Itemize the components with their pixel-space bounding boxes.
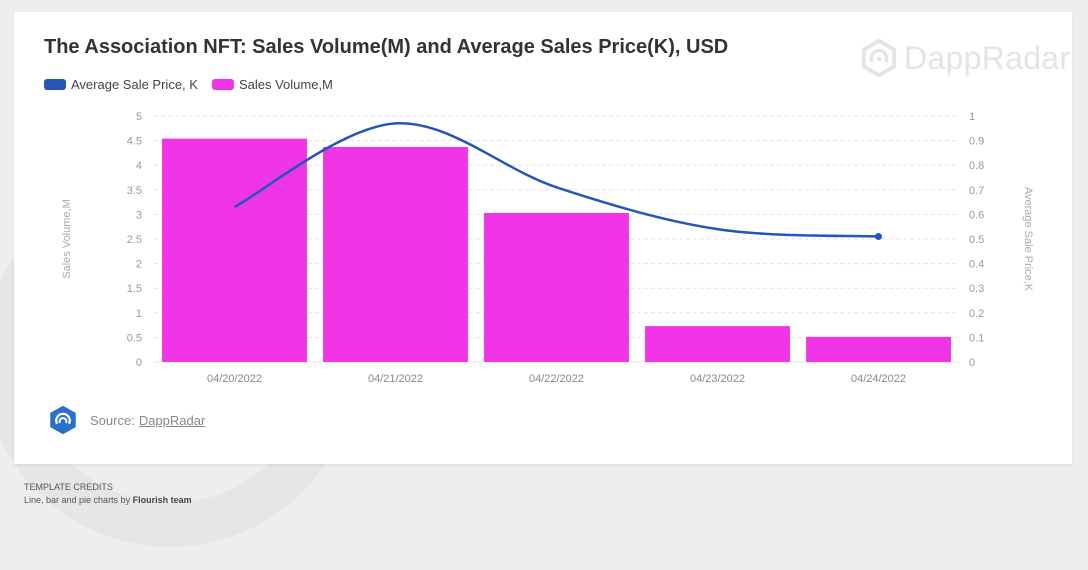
y-tick-label: 4: [136, 160, 142, 172]
bar: [162, 139, 307, 362]
combo-chart: 0 0.5 1 1.5 2 2.5 3 3.5 4 4.5 5 0 0.1 0.2 0.3 0.4 0.5 0.6…: [14, 12, 1072, 464]
bar: [645, 326, 790, 362]
bar: [484, 213, 629, 362]
y-tick-label: 3: [136, 209, 142, 221]
x-tick-label: 04/24/2022: [851, 373, 906, 385]
y-tick-label: 1: [136, 308, 142, 320]
y2-tick-label: 0.4: [969, 259, 984, 271]
y-tick-label: 2: [136, 259, 142, 271]
x-tick-label: 04/22/2022: [529, 373, 584, 385]
x-tick-label: 04/21/2022: [368, 373, 423, 385]
y-tick-label: 5: [136, 111, 142, 123]
dappradar-source-icon: [48, 405, 78, 435]
y2-tick-label: 1: [969, 111, 975, 123]
x-tick-label: 04/23/2022: [690, 373, 745, 385]
y-tick-label: 3.5: [127, 185, 142, 197]
y2-axis-title: Average Sale Price,K: [1022, 187, 1034, 292]
y2-tick-label: 0.3: [969, 283, 984, 295]
credits-prefix: Line, bar and pie charts by: [24, 495, 130, 505]
y2-tick-label: 0.5: [969, 234, 984, 246]
y-tick-label: 1.5: [127, 283, 142, 295]
credits-author[interactable]: Flourish team: [133, 495, 192, 505]
source-note: Source: DappRadar: [48, 405, 205, 435]
y-tick-label: 2.5: [127, 234, 142, 246]
y2-tick-label: 0: [969, 357, 975, 369]
x-tick-label: 04/20/2022: [207, 373, 262, 385]
chart-card: The Association NFT: Sales Volume(M) and…: [14, 12, 1072, 464]
y2-tick-label: 0.2: [969, 308, 984, 320]
template-credits: TEMPLATE CREDITS Line, bar and pie chart…: [24, 481, 192, 507]
y2-tick-label: 0.6: [969, 209, 984, 221]
y2-tick-label: 0.9: [969, 136, 984, 148]
source-label: Source:: [90, 413, 135, 428]
y2-tick-label: 0.7: [969, 185, 984, 197]
credits-line: Line, bar and pie charts by Flourish tea…: [24, 494, 192, 507]
line-point: [875, 233, 882, 240]
bar: [806, 337, 951, 362]
y2-tick-label: 0.8: [969, 160, 984, 172]
y2-tick-label: 0.1: [969, 332, 984, 344]
credits-heading: TEMPLATE CREDITS: [24, 481, 192, 494]
bar: [323, 147, 468, 362]
y-tick-label: 0.5: [127, 332, 142, 344]
y-tick-label: 0: [136, 357, 142, 369]
y-axis-title: Sales Volume,M: [61, 199, 73, 278]
y-tick-label: 4.5: [127, 136, 142, 148]
source-link[interactable]: DappRadar: [139, 413, 206, 428]
